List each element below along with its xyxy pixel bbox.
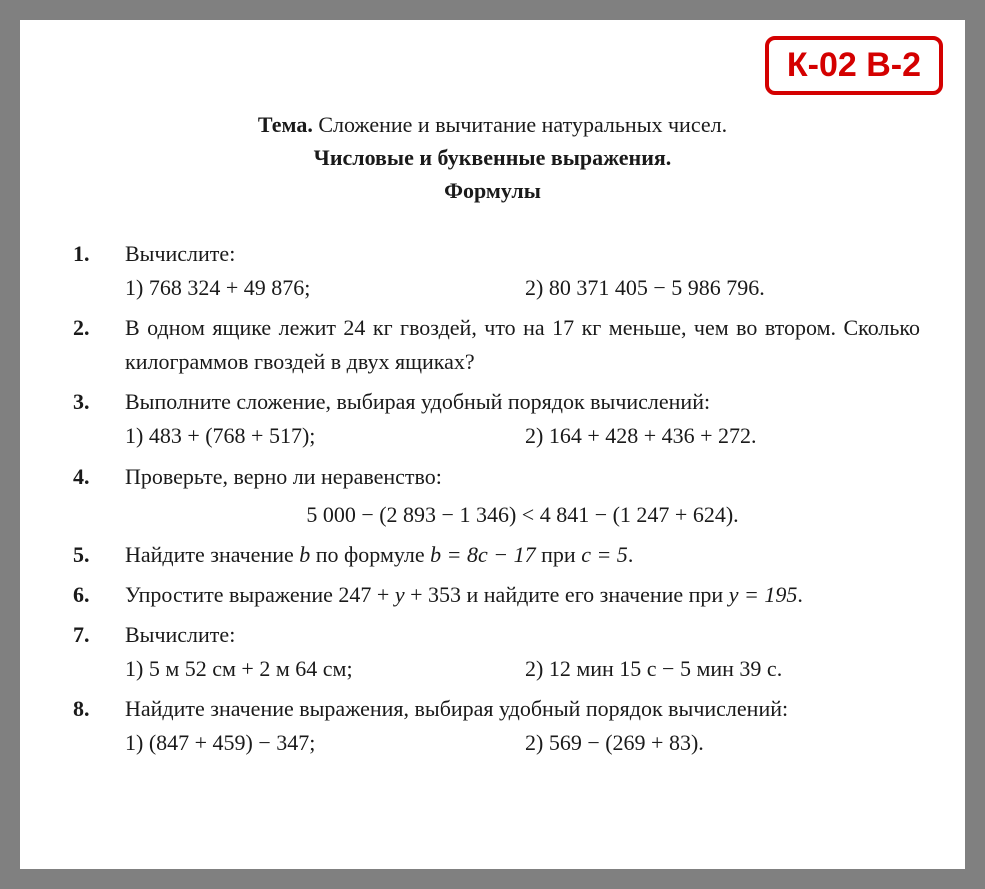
problem-body: Проверьте, верно ли неравенство: 5 000 −…: [125, 460, 920, 532]
text-part: при: [536, 542, 582, 567]
subpart-b: 2) 12 мин 15 с − 5 мин 39 с.: [525, 652, 920, 686]
problem-number: 7.: [73, 618, 125, 686]
subpart-b: 2) 164 + 428 + 436 + 272.: [525, 419, 920, 453]
problem-body: Найдите значение выражения, выбирая удоб…: [125, 692, 920, 760]
text-part: .: [797, 582, 803, 607]
problems-list: 1. Вычислите: 1) 768 324 + 49 876; 2) 80…: [65, 237, 920, 760]
subpart-b: 2) 569 − (269 + 83).: [525, 726, 920, 760]
problem-text: Проверьте, верно ли неравенство:: [125, 460, 920, 494]
variant-badge: К-02 В-2: [765, 36, 943, 95]
title-line-2: Числовые и буквенные выражения.: [65, 141, 920, 174]
problem-body: Выполните сложение, выбирая удобный поря…: [125, 385, 920, 453]
worksheet-page: К-02 В-2 Тема. Сложение и вычитание нату…: [20, 20, 965, 869]
problem-number: 8.: [73, 692, 125, 760]
problem-number: 3.: [73, 385, 125, 453]
title-line-3: Формулы: [65, 174, 920, 207]
problem-number: 5.: [73, 538, 125, 572]
problem-5: 5. Найдите значение b по формуле b = 8c …: [73, 538, 920, 572]
problem-body: Упростите выражение 247 + y + 353 и найд…: [125, 578, 920, 612]
topic-label: Тема.: [258, 112, 313, 137]
problem-3: 3. Выполните сложение, выбирая удобный п…: [73, 385, 920, 453]
title-block: Тема. Сложение и вычитание натуральных ч…: [65, 108, 920, 207]
problem-text: Найдите значение выражения, выбирая удоб…: [125, 692, 920, 726]
problem-body: Вычислите: 1) 5 м 52 см + 2 м 64 см; 2) …: [125, 618, 920, 686]
problem-text: Выполните сложение, выбирая удобный поря…: [125, 385, 920, 419]
problem-text: Вычислите:: [125, 618, 920, 652]
problem-number: 2.: [73, 311, 125, 379]
problem-number: 4.: [73, 460, 125, 532]
problem-body: Вычислите: 1) 768 324 + 49 876; 2) 80 37…: [125, 237, 920, 305]
problem-7: 7. Вычислите: 1) 5 м 52 см + 2 м 64 см; …: [73, 618, 920, 686]
problem-body: Найдите значение b по формуле b = 8c − 1…: [125, 538, 920, 572]
title-line-1: Тема. Сложение и вычитание натуральных ч…: [65, 108, 920, 141]
subparts: 1) 768 324 + 49 876; 2) 80 371 405 − 5 9…: [125, 271, 920, 305]
inequality-expression: 5 000 − (2 893 − 1 346) < 4 841 − (1 247…: [125, 498, 920, 532]
subpart-a: 1) 5 м 52 см + 2 м 64 см;: [125, 652, 505, 686]
variable: b: [299, 542, 310, 567]
text-part: Найдите значение: [125, 542, 299, 567]
problem-8: 8. Найдите значение выражения, выбирая у…: [73, 692, 920, 760]
problem-number: 1.: [73, 237, 125, 305]
subpart-b: 2) 80 371 405 − 5 986 796.: [525, 271, 920, 305]
subpart-a: 1) 483 + (768 + 517);: [125, 419, 505, 453]
variable: y: [395, 582, 405, 607]
subparts: 1) (847 + 459) − 347; 2) 569 − (269 + 83…: [125, 726, 920, 760]
problem-4: 4. Проверьте, верно ли неравенство: 5 00…: [73, 460, 920, 532]
subpart-a: 1) 768 324 + 49 876;: [125, 271, 505, 305]
problem-body: В одном ящике лежит 24 кг гвоздей, что н…: [125, 311, 920, 379]
subparts: 1) 483 + (768 + 517); 2) 164 + 428 + 436…: [125, 419, 920, 453]
text-part: .: [628, 542, 634, 567]
variant-badge-text: К-02 В-2: [787, 46, 921, 84]
text-part: по формуле: [310, 542, 430, 567]
subparts: 1) 5 м 52 см + 2 м 64 см; 2) 12 мин 15 с…: [125, 652, 920, 686]
topic-text-1: Сложение и вычитание натуральных чисел.: [313, 112, 727, 137]
problem-number: 6.: [73, 578, 125, 612]
condition: y = 195: [729, 582, 798, 607]
formula: b = 8c − 17: [430, 542, 535, 567]
problem-1: 1. Вычислите: 1) 768 324 + 49 876; 2) 80…: [73, 237, 920, 305]
text-part: Упростите выражение 247 +: [125, 582, 395, 607]
problem-6: 6. Упростите выражение 247 + y + 353 и н…: [73, 578, 920, 612]
subpart-a: 1) (847 + 459) − 347;: [125, 726, 505, 760]
problem-2: 2. В одном ящике лежит 24 кг гвоздей, чт…: [73, 311, 920, 379]
condition: c = 5: [581, 542, 628, 567]
text-part: + 353 и найдите его значение при: [405, 582, 729, 607]
problem-text: Вычислите:: [125, 237, 920, 271]
